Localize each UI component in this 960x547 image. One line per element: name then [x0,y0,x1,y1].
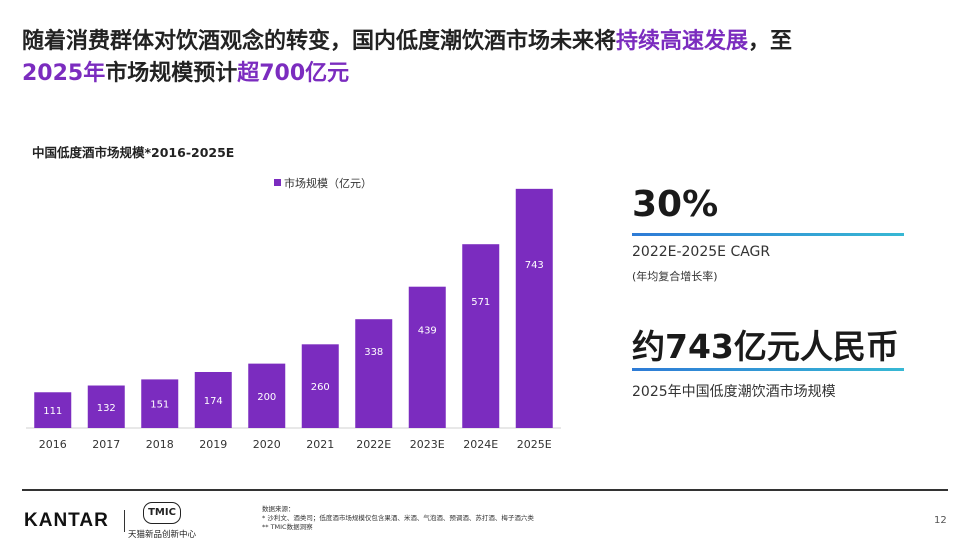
sources-line-1: * 沙利文、酒类司；低度酒市场规模仅包含果酒、米酒、气泡酒、预调酒、苏打酒、梅子… [262,514,534,522]
legend-label: 市场规模（亿元） [284,176,372,190]
kantar-logo: KANTAR [24,510,109,531]
bar-2018 [141,379,179,428]
x-tick-label: 2020 [253,438,281,451]
kpi-cagr-value: 30% [632,184,719,225]
x-tick-label: 2025E [517,438,552,451]
data-sources: 数据来源： * 沙利文、酒类司；低度酒市场规模仅包含果酒、米酒、气泡酒、预调酒、… [262,505,534,532]
logo-separator [124,510,125,532]
bar-value-label: 174 [204,396,223,407]
bar-value-label: 151 [150,400,169,411]
sources-title: 数据来源： [262,505,295,513]
tmic-logo-caption: 天猫新品创新中心 [128,530,197,540]
kpi-cagr-sublabel: (年均复合增长率) [632,270,718,283]
x-tick-label: 2018 [146,438,174,451]
bar-value-label: 260 [311,382,330,393]
x-tick-label: 2019 [199,438,227,451]
bar-chart: 市场规模（亿元） 111 2016 132 2017 151 2018 174 2019 200 2… [26,176,561,451]
bar-2021 [301,344,339,428]
kpi-market-size-value: 约743亿元人民币 [632,327,899,366]
bar-value-label: 571 [471,297,490,308]
bar-value-label: 439 [418,325,437,336]
kpi-market-size-divider [632,368,904,371]
x-tick-label: 2017 [92,438,120,451]
bar-2019 [194,371,232,428]
bar-2022E [355,319,393,428]
bar-2025E [515,188,553,428]
bar-value-label: 338 [364,347,383,358]
kpi-market-size-label: 2025年中国低度潮饮酒市场规模 [632,384,836,400]
headline-highlight-1: 持续高速发展 [616,29,749,54]
x-tick-label: 2021 [306,438,334,451]
footer-divider [22,489,948,491]
x-tick-label: 2023E [410,438,445,451]
headline-text-2: ，至 [748,29,793,54]
bar-2024E [462,244,500,428]
bar-value-label: 743 [525,260,544,271]
bar-2023E [408,286,446,428]
tmic-logo: TMIC [143,502,181,524]
page-number: 12 [934,515,947,526]
kpi-cagr-divider [632,233,904,236]
bar-value-label: 111 [43,406,62,417]
headline-text-3: 市场规模预计 [105,61,238,86]
bar-2017 [87,385,125,428]
legend-swatch [274,179,281,186]
headline-text-1: 随着消费群体对饮酒观念的转变，国内低度潮饮酒市场未来将 [22,29,617,54]
bar-value-label: 132 [97,403,116,414]
bar-2020 [248,363,286,428]
headline-highlight-2: 2025年 [22,61,106,86]
x-tick-label: 2016 [39,438,67,451]
chart-title: 中国低度酒市场规模*2016-2025E [32,145,235,160]
kpi-cagr-label: 2022E-2025E CAGR [632,244,771,260]
bar-value-label: 200 [257,392,276,403]
x-tick-label: 2022E [356,438,391,451]
sources-line-2: ** TMIC数据洞察 [262,523,313,531]
bar-2016 [34,392,72,428]
headline-highlight-3: 超700亿元 [237,61,350,86]
x-tick-label: 2024E [463,438,498,451]
headline: 随着消费群体对饮酒观念的转变，国内低度潮饮酒市场未来将持续高速发展，至 2025… [22,26,922,90]
